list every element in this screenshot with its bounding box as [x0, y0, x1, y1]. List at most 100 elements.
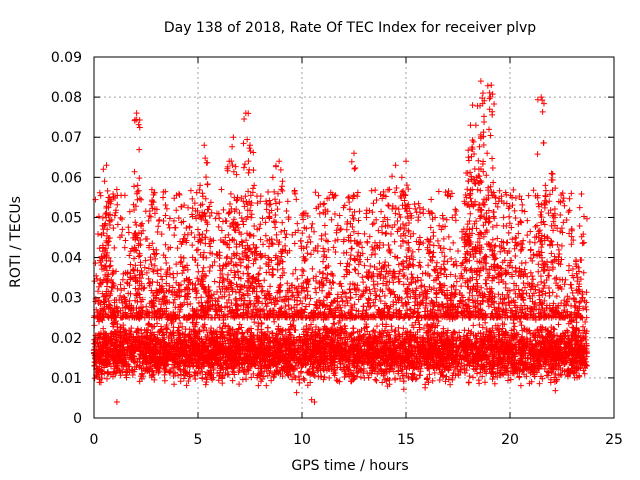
data-point [543, 360, 549, 367]
x-tick-label: 25 [605, 432, 623, 448]
data-point [248, 374, 255, 381]
data-point [103, 375, 110, 382]
axis-tick-labels: 0 0.01 0.02 0.03 0.04 0.05 0.06 0.07 0.08 0.09 0 5 1… [51, 50, 623, 448]
data-point [420, 325, 427, 332]
data-point [240, 368, 247, 375]
data-point [171, 381, 178, 388]
data-point [287, 331, 294, 338]
data-point [297, 369, 304, 376]
data-point [192, 376, 199, 383]
data-point [511, 323, 518, 330]
data-point [308, 321, 315, 328]
y-tick-label: 0.08 [51, 90, 82, 106]
x-tick-label: 5 [194, 432, 203, 448]
data-point [395, 337, 402, 344]
data-point [541, 365, 548, 372]
y-tick-label: 0.04 [51, 251, 82, 267]
data-point [491, 380, 498, 387]
data-point [553, 377, 560, 384]
data-point [489, 376, 496, 383]
data-point [320, 376, 327, 383]
y-tick-label: 0.02 [51, 331, 82, 347]
data-point [100, 325, 107, 332]
y-tick-label: 0.06 [51, 170, 82, 186]
data-point [385, 329, 392, 336]
data-point [271, 318, 278, 325]
data-point [537, 373, 544, 380]
data-point [397, 375, 404, 382]
data-point [436, 376, 443, 383]
y-tick-label: 0.07 [51, 130, 82, 146]
data-point [269, 330, 276, 337]
data-point [441, 365, 448, 372]
data-series-roti [91, 78, 590, 405]
data-point [481, 379, 488, 386]
data-point [330, 320, 337, 327]
data-point [239, 376, 246, 383]
data-point [222, 370, 229, 377]
data-point [555, 321, 562, 328]
data-point [456, 329, 463, 336]
data-point [400, 386, 407, 393]
data-point [117, 372, 124, 379]
data-point [413, 375, 420, 382]
data-point [404, 328, 411, 335]
x-tick-label: 20 [501, 432, 519, 448]
data-point [216, 324, 223, 331]
data-point [186, 373, 193, 380]
data-point [374, 323, 381, 330]
x-tick-label: 15 [397, 432, 415, 448]
data-point [131, 368, 138, 375]
data-point [300, 375, 307, 382]
data-point [93, 332, 100, 339]
data-point [334, 378, 341, 385]
data-point [494, 327, 501, 334]
data-point [381, 327, 388, 334]
data-point [161, 371, 168, 378]
data-point [579, 323, 586, 330]
data-point [552, 387, 559, 394]
data-point [517, 382, 524, 389]
y-tick-label: 0.09 [51, 50, 82, 66]
data-point [417, 357, 424, 364]
data-point [202, 381, 209, 388]
data-point [469, 374, 476, 381]
data-point [180, 375, 187, 382]
data-point [372, 376, 379, 383]
data-point [203, 336, 210, 343]
data-point [357, 374, 364, 381]
y-tick-label: 0.03 [51, 291, 82, 307]
x-tick-label: 10 [293, 432, 311, 448]
data-point [435, 318, 442, 325]
data-point [426, 371, 433, 378]
y-tick-label: 0 [73, 411, 82, 427]
data-point [581, 370, 588, 377]
data-point [445, 367, 452, 374]
data-point [285, 326, 292, 333]
data-point [119, 368, 126, 375]
data-point [201, 321, 208, 328]
y-tick-label: 0.05 [51, 210, 82, 226]
data-point [431, 369, 438, 376]
data-point [527, 330, 534, 337]
data-point [270, 374, 277, 381]
data-point [255, 382, 262, 389]
x-tick-label: 0 [90, 432, 99, 448]
data-point [331, 321, 338, 328]
data-point [179, 323, 186, 330]
data-point [496, 331, 503, 338]
data-point [381, 376, 388, 383]
y-tick-label: 0.01 [51, 371, 82, 387]
data-point [447, 381, 454, 388]
data-point [399, 372, 406, 379]
data-point [479, 373, 486, 380]
data-point [580, 329, 587, 336]
data-point [474, 370, 481, 377]
data-point [326, 374, 333, 381]
data-point [229, 377, 236, 384]
data-point [293, 389, 300, 396]
data-point [250, 370, 257, 377]
data-point [185, 378, 192, 385]
